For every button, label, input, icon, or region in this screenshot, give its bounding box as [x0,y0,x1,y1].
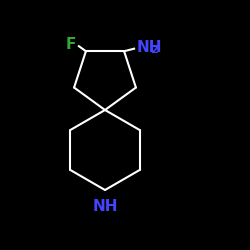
Text: 2: 2 [150,45,158,55]
Text: F: F [66,38,76,52]
Text: NH: NH [136,40,162,55]
Text: NH: NH [92,199,118,214]
